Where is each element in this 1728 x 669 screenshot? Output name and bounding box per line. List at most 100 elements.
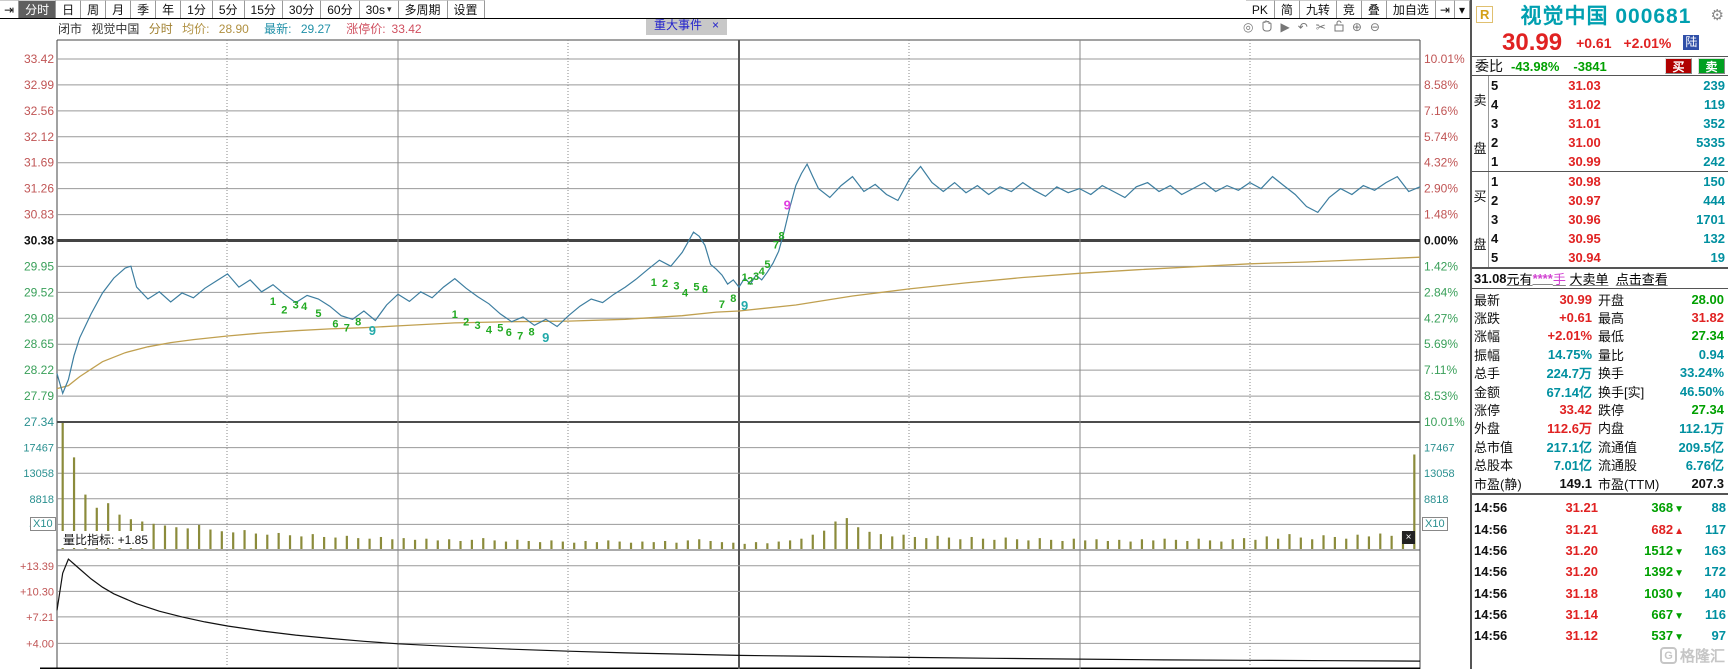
svg-text:5: 5: [693, 282, 699, 294]
bid-row-3[interactable]: 3 30.96 1701: [1489, 210, 1728, 229]
event-tab-close-icon[interactable]: ×: [712, 18, 720, 32]
volume: 444: [1703, 193, 1725, 208]
intraday-chart[interactable]: 33.42 10.01% 32.99 8.58% 32.56 7.16% 32.12 5.74…: [0, 14, 1470, 669]
tick-list: G 格隆汇 14:56 31.21 368▼ 88 14:56 31.21 682▲ 117 1…: [1472, 495, 1728, 669]
tick-time: 14:56: [1474, 521, 1508, 537]
price: 30.99: [1568, 154, 1601, 169]
level: 2: [1491, 193, 1499, 208]
goto-last-icon[interactable]: ⇥: [0, 0, 20, 18]
chart-canvas[interactable]: 33.42 10.01% 32.99 8.58% 32.56 7.16% 32.12 5.74…: [0, 19, 1470, 669]
svg-text:8818: 8818: [30, 494, 54, 506]
zoom-out-icon[interactable]: ⊖: [1369, 20, 1380, 34]
bid-row-1[interactable]: 1 30.98 150: [1489, 172, 1728, 191]
period-tab-日[interactable]: 日: [56, 0, 82, 18]
avg-price-label: 均价: 28.90: [182, 22, 249, 36]
ask-row-2[interactable]: 2 31.00 5335: [1489, 133, 1728, 152]
svg-text:29.95: 29.95: [24, 259, 54, 273]
tick-row[interactable]: 14:56 31.21 368▼ 88: [1474, 497, 1726, 518]
period-tab-月[interactable]: 月: [106, 0, 132, 18]
buy-button[interactable]: 买: [1665, 58, 1692, 74]
ask-row-5[interactable]: 5 31.03 239: [1489, 76, 1728, 95]
period-tab-5分[interactable]: 5分: [212, 0, 245, 18]
toolbar-item-简[interactable]: 简: [1274, 0, 1300, 18]
goto-right-icon[interactable]: ⇥: [1435, 0, 1455, 18]
tick-row[interactable]: 14:56 31.18 1030▼ 140: [1474, 582, 1726, 603]
play-icon[interactable]: ▶: [1280, 20, 1290, 34]
zoom-in-icon[interactable]: ⊕: [1351, 20, 1362, 34]
sell-button[interactable]: 卖: [1698, 58, 1725, 74]
svg-text:31.69: 31.69: [24, 156, 54, 170]
ask-row-3[interactable]: 3 31.01 352: [1489, 114, 1728, 133]
svg-text:4: 4: [682, 288, 689, 300]
undo-icon[interactable]: ↶: [1297, 20, 1308, 34]
tick-row[interactable]: 14:56 31.12 537▼ 97: [1474, 625, 1726, 646]
toolbar-item-竞[interactable]: 竞: [1336, 0, 1362, 18]
tick-volume: 1392▼: [1644, 564, 1684, 580]
watermark-logo: G: [1659, 647, 1677, 664]
weibi-label: 委比: [1475, 58, 1503, 74]
major-event-tab[interactable]: 重大事件 ×: [646, 14, 728, 35]
svg-text:+4.00: +4.00: [26, 638, 54, 650]
bid-row-4[interactable]: 4 30.95 132: [1489, 229, 1728, 248]
gear-icon[interactable]: ⚙: [1710, 6, 1724, 24]
toolbar-item-九转[interactable]: 九转: [1299, 0, 1337, 18]
ask-row-4[interactable]: 4 31.02 119: [1489, 95, 1728, 114]
volume: 119: [1704, 97, 1725, 112]
toolbar-dropdown-icon[interactable]: ▾: [1454, 0, 1470, 18]
toolbar-spacer: [485, 0, 1246, 18]
tick-row[interactable]: 14:56 31.20 1512▼ 163: [1474, 540, 1726, 561]
ask-row-1[interactable]: 1 30.99 242: [1489, 152, 1728, 171]
indicator-close-icon[interactable]: ×: [1402, 531, 1415, 544]
period-tab-季[interactable]: 季: [131, 0, 157, 18]
bid-row-5[interactable]: 5 30.94 19: [1489, 248, 1728, 267]
period-tab-设置[interactable]: 设置: [447, 0, 485, 18]
toolbar-item-加自选[interactable]: 加自选: [1386, 0, 1436, 18]
tick-row[interactable]: 14:56 31.20 1392▼ 172: [1474, 561, 1726, 582]
svg-text:5.69%: 5.69%: [1424, 337, 1458, 351]
tick-price: 31.12: [1565, 628, 1598, 644]
svg-text:1.42%: 1.42%: [1424, 259, 1458, 273]
svg-text:7: 7: [517, 331, 523, 343]
volume: 19: [1710, 250, 1725, 265]
stat-row-涨跌: 涨跌 +0.61 最高 31.82: [1474, 310, 1724, 327]
stat-row-涨幅: 涨幅 +2.01% 最低 27.34: [1474, 328, 1724, 345]
period-tab-1分[interactable]: 1分: [181, 0, 213, 18]
bid-row-2[interactable]: 2 30.97 444: [1489, 191, 1728, 210]
eye-icon[interactable]: ◎: [1243, 20, 1254, 34]
tick-price: 31.20: [1565, 543, 1598, 559]
svg-text:28.65: 28.65: [24, 337, 54, 351]
scissors-icon[interactable]: ✂: [1315, 20, 1326, 34]
period-tab-年[interactable]: 年: [156, 0, 182, 18]
big-order-notice[interactable]: 31.08 元有 **** 手 大卖单 点击查看: [1472, 269, 1728, 289]
lock-icon[interactable]: [1334, 20, 1344, 34]
svg-text:30.38: 30.38: [24, 234, 54, 248]
tick-count: 172: [1704, 564, 1726, 580]
quote-panel: R 视觉中国 000681 ⚙ 30.99 +0.61 +2.01% 陆 委比 …: [1470, 0, 1728, 669]
svg-text:32.56: 32.56: [24, 104, 54, 118]
toolbar-item-叠[interactable]: 叠: [1361, 0, 1387, 18]
r-badge: R: [1476, 6, 1494, 23]
period-tab-30s[interactable]: 30s ▾: [359, 0, 399, 18]
tick-row[interactable]: 14:56 31.14 667▼ 116: [1474, 604, 1726, 625]
quote-header: R 视觉中国 000681 ⚙: [1472, 0, 1728, 29]
hand-icon[interactable]: [1261, 20, 1272, 34]
period-tab-60分[interactable]: 60分: [321, 0, 360, 18]
price: 30.95: [1568, 231, 1601, 246]
toolbar-item-PK[interactable]: PK: [1245, 0, 1275, 18]
tick-volume: 1512▼: [1644, 543, 1684, 559]
notice-price: 31.08: [1474, 271, 1507, 286]
price: 30.96: [1568, 212, 1601, 227]
period-tab-30分[interactable]: 30分: [282, 0, 322, 18]
period-tab-周[interactable]: 周: [81, 0, 107, 18]
tick-row[interactable]: 14:56 31.21 682▲ 117: [1474, 519, 1726, 540]
tick-price: 31.18: [1565, 585, 1598, 601]
tick-volume: 682▲: [1651, 521, 1684, 537]
period-tab-多周期[interactable]: 多周期: [398, 0, 448, 18]
svg-text:28.22: 28.22: [24, 363, 54, 377]
period-tab-分时[interactable]: 分时: [19, 0, 57, 18]
notice-stars: ****: [1532, 271, 1553, 286]
period-tab-15分[interactable]: 15分: [244, 0, 283, 18]
price: 31.01: [1568, 116, 1601, 131]
tick-count: 163: [1704, 543, 1726, 559]
svg-text:32.12: 32.12: [24, 130, 54, 144]
